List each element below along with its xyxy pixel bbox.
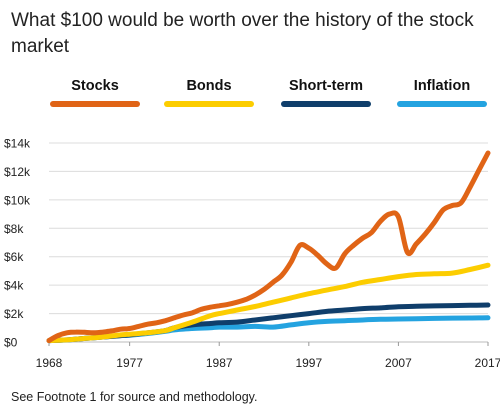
y-tick-label: $8k xyxy=(4,222,24,236)
legend-swatch xyxy=(164,101,254,107)
y-tick-label: $10k xyxy=(4,193,31,207)
line-chart: $0$2k$4k$6k$8k$10k$12k$14k 1968 1977 1987 1… xyxy=(4,137,500,371)
legend-item-short-term: Short-term xyxy=(271,78,381,107)
series-line-stocks xyxy=(46,150,491,344)
chart-title: What $100 would be worth over the histor… xyxy=(11,10,474,57)
x-tick-label: 1987 xyxy=(206,356,233,370)
y-tick-label: $6k xyxy=(4,250,24,264)
x-tick-label: 1968 xyxy=(36,356,63,370)
x-tick-label: 2007 xyxy=(385,356,412,370)
legend-swatch xyxy=(50,101,140,107)
footnote: See Footnote 1 for source and methodolog… xyxy=(11,390,258,404)
y-tick-label: $12k xyxy=(4,165,31,179)
legend-swatch xyxy=(397,101,487,107)
legend-item-stocks: Stocks xyxy=(40,78,150,107)
x-axis: 1968 1977 1987 1997 2007 2017 xyxy=(36,342,500,370)
y-tick-label: $2k xyxy=(4,307,24,321)
legend-label: Bonds xyxy=(186,78,232,94)
y-axis: $0 $2k $4k $6k $8k $10k $12k $14k xyxy=(4,137,31,350)
legend-label: Stocks xyxy=(71,78,119,94)
x-tick-label: 1977 xyxy=(116,356,143,370)
legend-item-inflation: Inflation xyxy=(387,78,497,107)
gridlines xyxy=(49,142,488,343)
legend: Stocks Bonds Short-term Inflation xyxy=(0,78,500,118)
legend-item-bonds: Bonds xyxy=(154,78,264,107)
legend-label: Short-term xyxy=(288,78,364,94)
y-tick-label: $0 xyxy=(4,336,18,350)
x-tick-label: 1997 xyxy=(295,356,322,370)
series-lines xyxy=(46,150,491,344)
y-tick-label: $4k xyxy=(4,279,24,293)
legend-swatch xyxy=(281,101,371,107)
series-line-bonds xyxy=(46,262,491,344)
legend-label: Inflation xyxy=(413,78,471,94)
y-tick-label: $14k xyxy=(4,137,31,151)
x-tick-label: 2017 xyxy=(475,356,500,370)
